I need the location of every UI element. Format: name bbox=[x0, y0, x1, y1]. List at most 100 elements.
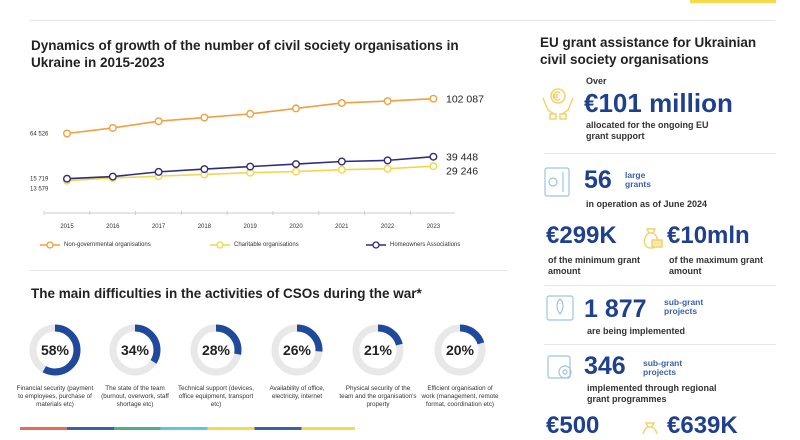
data-point bbox=[292, 104, 301, 113]
data-point bbox=[108, 172, 117, 181]
money-bag-icon bbox=[643, 228, 663, 249]
large-grants-label: large grants bbox=[625, 170, 651, 189]
document-gear-icon bbox=[544, 167, 570, 197]
donut-caption: The state of the team (burnout, overwork… bbox=[101, 385, 169, 408]
sub-grants-label: sub-grant projects bbox=[664, 297, 704, 316]
data-point bbox=[383, 97, 392, 106]
data-point bbox=[337, 165, 346, 174]
divider bbox=[544, 344, 776, 345]
end-value-label: 39 448 bbox=[446, 152, 478, 164]
donut-chart: 34% bbox=[109, 324, 161, 376]
data-point bbox=[429, 94, 438, 103]
data-point bbox=[429, 152, 438, 161]
min-grant-caption: of the minimum grant amount bbox=[548, 255, 640, 276]
min-grant-amount: €299K bbox=[546, 222, 617, 249]
data-point bbox=[337, 157, 346, 166]
data-point bbox=[246, 162, 255, 171]
legend-item: Non-governmental organisations bbox=[40, 241, 151, 249]
bottom-right-amount: €639K bbox=[667, 412, 738, 439]
divider bbox=[544, 153, 776, 154]
x-tick-label: 2015 bbox=[60, 224, 74, 230]
x-tick-label: 2018 bbox=[198, 224, 212, 230]
x-tick-label: 2020 bbox=[289, 224, 303, 230]
donut-percent: 21% bbox=[364, 342, 393, 358]
money-bag-icon bbox=[642, 422, 658, 434]
regional-grants-label: sub-grant projects bbox=[643, 358, 683, 377]
start-value-label: 15 719 bbox=[30, 177, 49, 183]
donut-item: 58% Financial security (payment to employ… bbox=[15, 320, 95, 409]
donut-caption: Availability of office, electricity, int… bbox=[269, 385, 325, 400]
start-value-label: 64 526 bbox=[30, 131, 49, 137]
donut-arc bbox=[352, 324, 404, 376]
bottom-left-amount: €500 bbox=[546, 412, 600, 439]
donut-chart: 58% bbox=[29, 324, 81, 376]
donut-caption: Physical security of the team and the or… bbox=[339, 385, 417, 408]
legend-label: Homeowners Associations bbox=[390, 242, 461, 248]
large-grants-number: 56 bbox=[584, 166, 612, 194]
data-point bbox=[200, 113, 209, 122]
donut-caption: Financial security (payment to employees… bbox=[16, 385, 94, 408]
over-label: Over bbox=[586, 76, 607, 86]
max-grant-caption: of the maximum grant amount bbox=[669, 255, 764, 276]
total-caption: allocated for the ongoing EU grant suppo… bbox=[586, 120, 709, 141]
total-amount: €101 million bbox=[584, 88, 733, 118]
data-point bbox=[63, 129, 72, 138]
x-tick-label: 2023 bbox=[427, 224, 441, 230]
data-point bbox=[246, 109, 255, 118]
data-point bbox=[108, 123, 117, 132]
hands-euro-icon bbox=[542, 88, 574, 120]
data-point bbox=[337, 98, 346, 107]
divider bbox=[544, 285, 776, 286]
data-point bbox=[63, 174, 72, 183]
x-tick-label: 2016 bbox=[106, 224, 120, 230]
donut-arc bbox=[434, 324, 486, 376]
donut-caption: Technical support (devices, office equip… bbox=[178, 385, 254, 408]
legend-item: Homeowners Associations bbox=[366, 241, 460, 249]
data-point bbox=[383, 164, 392, 173]
data-point bbox=[383, 156, 392, 165]
sub-grants-caption: are being implemented bbox=[587, 326, 686, 336]
data-point bbox=[292, 167, 301, 176]
donut-arc bbox=[109, 324, 161, 376]
donut-arc bbox=[190, 324, 242, 376]
legend-label: Charitable organisations bbox=[234, 242, 299, 248]
bottom-color-strip bbox=[20, 427, 355, 430]
divider bbox=[30, 20, 775, 21]
regional-grants-number: 346 bbox=[584, 352, 626, 380]
divider bbox=[30, 270, 508, 271]
data-point bbox=[292, 160, 301, 169]
eu-grant-title: EU grant assistance for Ukrainian civil … bbox=[540, 35, 757, 67]
donut-percent: 20% bbox=[446, 342, 475, 358]
donut-percent: 58% bbox=[41, 342, 70, 358]
line-chart: 2015 2016 2017 2018 2019 2020 2021 2022 2023 64 5… bbox=[30, 94, 484, 230]
donut-chart: 26% bbox=[271, 324, 323, 376]
difficulties-title: The main difficulties in the activities … bbox=[31, 286, 422, 301]
end-value-label: 102 087 bbox=[446, 94, 484, 106]
large-grants-caption: in operation as of June 2024 bbox=[586, 199, 708, 209]
donut-item: 34% The state of the team (burnout, overw… bbox=[95, 320, 175, 409]
donut-chart: 20% bbox=[434, 324, 486, 376]
x-tick-label: 2022 bbox=[381, 224, 395, 230]
legend-marker-icon bbox=[40, 241, 60, 249]
top-accent-bar bbox=[690, 0, 776, 3]
data-point bbox=[200, 165, 209, 174]
donut-chart: 21% bbox=[352, 324, 404, 376]
data-point bbox=[429, 162, 438, 171]
legend-marker-icon bbox=[366, 241, 386, 249]
chart-title: Dynamics of growth of the number of civi… bbox=[31, 38, 459, 70]
map-gear-icon bbox=[547, 355, 572, 379]
x-tick-label: 2017 bbox=[152, 224, 166, 230]
donut-item: 20% Efficient organisation of work (manag… bbox=[420, 320, 500, 409]
donut-arc bbox=[29, 324, 81, 376]
rocket-document-icon bbox=[546, 295, 574, 321]
sub-grants-number: 1 877 bbox=[584, 295, 647, 323]
end-value-label: 29 246 bbox=[446, 166, 478, 178]
donut-percent: 26% bbox=[283, 342, 312, 358]
donut-percent: 34% bbox=[121, 342, 150, 358]
regional-grants-caption: implemented through regional grant progr… bbox=[587, 383, 717, 404]
chart-legend: Non-governmental organisations Charitable… bbox=[40, 241, 500, 253]
data-point bbox=[154, 167, 163, 176]
donut-arc bbox=[271, 324, 323, 376]
legend-label: Non-governmental organisations bbox=[64, 242, 151, 248]
max-grant-amount: €10mln bbox=[667, 222, 750, 249]
